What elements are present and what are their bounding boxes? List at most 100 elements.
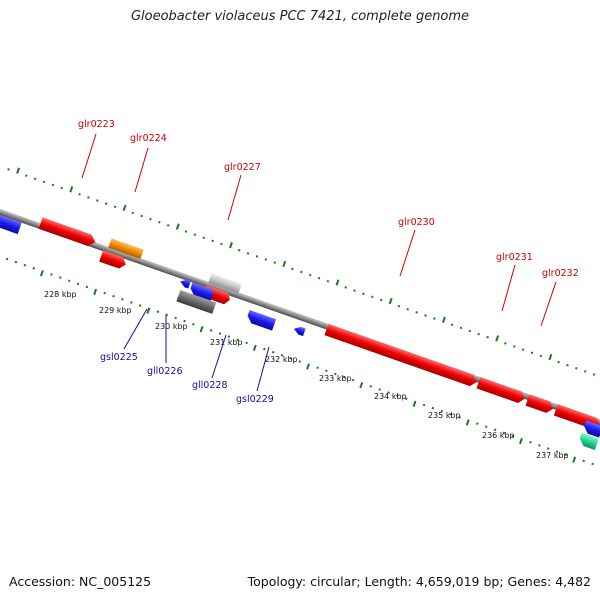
minor-tick: [14, 260, 18, 264]
leader-gsl0229: [256, 346, 270, 392]
tick-track-reverse: [5, 257, 594, 466]
map-title: Gloeobacter violaceus PCC 7421, complete…: [130, 9, 470, 24]
minor-tick: [450, 323, 454, 327]
leader-glr0231: [501, 264, 516, 312]
minor-tick: [362, 292, 365, 295]
minor-tick: [166, 224, 170, 227]
gene-glr0224[interactable]: [108, 238, 144, 260]
minor-tick: [406, 307, 410, 311]
leader-glr0223: [81, 133, 97, 179]
minor-tick: [183, 319, 186, 323]
minor-tick: [504, 342, 507, 345]
scale-label-233: 233 kbp: [319, 374, 352, 383]
major-tick: [146, 307, 151, 314]
scale-label-232: 232 kbp: [265, 355, 298, 364]
leader-glr0230: [399, 229, 416, 277]
minor-tick: [493, 428, 497, 432]
minor-tick: [564, 453, 568, 456]
minor-tick: [475, 422, 479, 425]
minor-tick: [424, 314, 427, 317]
label-glr0227[interactable]: glr0227: [224, 162, 261, 173]
minor-tick: [458, 416, 461, 419]
minor-tick: [529, 441, 532, 444]
minor-tick: [59, 276, 62, 279]
minor-tick: [582, 459, 586, 463]
reverse-strand-genes: [0, 208, 600, 450]
minor-tick: [103, 291, 106, 295]
minor-tick: [440, 409, 444, 413]
minor-tick: [405, 397, 408, 401]
major-tick: [39, 270, 44, 277]
gene-gll0228[interactable]: [246, 310, 277, 331]
label-gsl0225[interactable]: gsl0225: [100, 352, 138, 363]
major-tick: [519, 437, 523, 445]
minor-tick: [192, 322, 195, 326]
minor-tick: [149, 217, 152, 221]
scale-label-236: 236 kbp: [482, 431, 515, 440]
minor-tick: [174, 316, 177, 320]
major-tick: [306, 363, 310, 370]
gene-gsl0229[interactable]: [293, 325, 306, 337]
minor-tick: [521, 348, 525, 351]
leader-glr0227: [227, 174, 242, 221]
major-tick: [572, 456, 577, 463]
minor-tick: [325, 369, 328, 373]
label-gll0228[interactable]: gll0228: [192, 380, 228, 391]
minor-tick: [566, 363, 569, 367]
minor-tick: [25, 174, 28, 177]
gene-reverse-left[interactable]: [0, 208, 22, 235]
minor-tick: [23, 263, 27, 267]
major-tick: [16, 167, 21, 174]
minor-tick: [112, 294, 115, 298]
gene-rna-right[interactable]: [578, 432, 599, 450]
gene-glr0231b[interactable]: [525, 394, 555, 414]
gene-glr0226-forward[interactable]: [99, 250, 128, 270]
gene-glr0223[interactable]: [38, 217, 98, 247]
gene-gll0226[interactable]: [189, 282, 215, 302]
minor-tick: [5, 257, 9, 261]
leader-gsl0225: [123, 308, 148, 350]
minor-tick: [371, 295, 374, 299]
gene-gsl0225[interactable]: [179, 278, 191, 289]
label-gsl0229[interactable]: gsl0229: [236, 394, 274, 405]
minor-tick: [575, 366, 578, 370]
label-glr0230[interactable]: glr0230: [398, 217, 435, 228]
minor-tick: [76, 282, 80, 286]
minor-tick: [131, 211, 135, 215]
label-glr0223[interactable]: glr0223: [78, 119, 115, 130]
gene-gll0226b[interactable]: [176, 289, 217, 314]
minor-tick: [369, 385, 373, 388]
label-glr0224[interactable]: glr0224: [130, 133, 167, 144]
gene-glr0227[interactable]: [208, 273, 242, 294]
minor-tick: [486, 335, 489, 339]
minor-tick: [87, 196, 90, 199]
minor-tick: [397, 304, 401, 308]
minor-tick: [351, 378, 355, 382]
label-gll0226[interactable]: gll0226: [147, 366, 183, 377]
minor-tick: [378, 388, 381, 391]
minor-tick: [211, 239, 214, 243]
minor-tick: [280, 354, 284, 357]
scale-label-229: 229 kbp: [99, 306, 132, 315]
forward-strand-genes: [38, 217, 600, 430]
scale-label-235: 235 kbp: [428, 411, 461, 420]
minor-tick: [236, 338, 240, 342]
gene-glr0230[interactable]: [324, 323, 479, 388]
leader-glr0232: [540, 281, 557, 327]
label-glr0232[interactable]: glr0232: [542, 268, 579, 279]
minor-tick: [344, 286, 347, 289]
minor-tick: [184, 230, 188, 233]
gene-glr0231[interactable]: [476, 377, 526, 405]
label-glr0231[interactable]: glr0231: [496, 252, 533, 263]
minor-tick: [334, 372, 337, 376]
minor-tick: [546, 447, 550, 450]
minor-tick: [583, 370, 587, 373]
minor-tick: [592, 373, 596, 376]
minor-tick: [415, 311, 418, 314]
gene-reverse-right[interactable]: [582, 420, 600, 438]
leader-glr0224: [134, 147, 149, 193]
minor-tick: [104, 202, 108, 205]
minor-tick: [193, 233, 197, 236]
minor-tick: [246, 252, 250, 255]
